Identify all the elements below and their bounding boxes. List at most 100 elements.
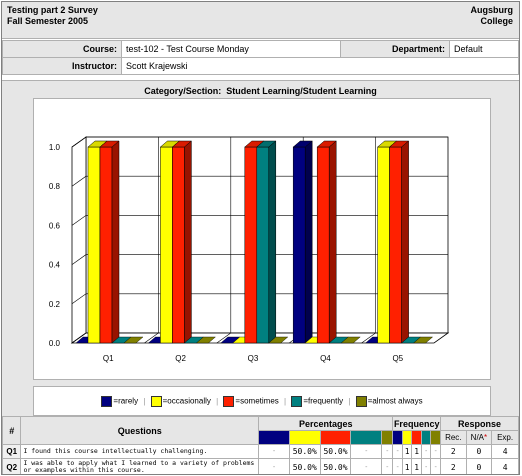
freq-color-almost-always — [430, 430, 441, 445]
category-sep: / — [183, 86, 186, 96]
semester: Fall Semester 2005 — [7, 16, 89, 26]
question-number: Q1 — [2, 444, 22, 459]
table-row: Q1 I found this course intellectually ch… — [2, 444, 519, 459]
pct-cell: 50.0% — [319, 458, 352, 474]
resp-na: 0 — [465, 444, 493, 459]
col-response: Response — [440, 416, 519, 431]
y-tick-label: 0.4 — [49, 261, 61, 270]
col-percentages: Percentages — [258, 416, 394, 431]
legend-sep: | — [143, 396, 146, 406]
x-tick-label: Q5 — [392, 354, 403, 363]
resp-rec: 2 — [440, 444, 467, 459]
category-label: Category — [144, 86, 184, 96]
bar — [377, 146, 390, 344]
legend-box: =rarely | =occasionally | =sometimes | =… — [33, 386, 491, 416]
freq-cell: 1 — [411, 458, 422, 474]
freq-cell: 1 — [411, 444, 422, 459]
y-tick-label: 0.6 — [49, 221, 61, 230]
category-value: Student Learning — [226, 86, 301, 96]
legend-label-almost-always: =almost always — [367, 396, 423, 406]
legend-sep: | — [348, 396, 351, 406]
legend-label-occasionally: =occasionally — [162, 396, 211, 406]
pct-color-occasionally — [288, 430, 321, 445]
category-title: Category/Section: Student Learning/Stude… — [2, 86, 519, 96]
legend-swatch-rarely — [101, 396, 113, 407]
pct-cell: - — [381, 444, 394, 459]
bar — [292, 146, 306, 344]
category-divider — [144, 137, 159, 344]
freq-cell: - — [420, 444, 432, 459]
bar — [256, 146, 270, 344]
category-sep2: / — [300, 86, 303, 96]
y-tick-label: 0.8 — [49, 182, 61, 191]
resp-na-label: N/A — [470, 433, 485, 442]
instructor-label: Instructor: — [2, 57, 122, 75]
institution: Augsburg College — [471, 5, 514, 27]
bar-side — [328, 140, 337, 344]
section-label: Section: — [185, 86, 222, 96]
bar-chart: 0.0 0.2 0.4 0.6 0.8 1.0 Q1 Q2 Q3 Q4 Q5 — [49, 136, 450, 363]
table-header-row: # Questions Percentages Frequency Respon… — [2, 416, 519, 445]
table-subheader-row: Rec. N/A* Exp. — [3, 430, 519, 445]
chart-legend: =rarely | =occasionally | =sometimes | =… — [34, 396, 490, 407]
freq-color-rarely — [392, 430, 403, 445]
col-frequency: Frequency — [392, 416, 441, 431]
freq-cell: - — [430, 444, 441, 459]
pct-cell: - — [258, 444, 290, 459]
institution-line2: College — [480, 16, 513, 26]
freq-color-occasionally — [401, 430, 413, 445]
bar-zero — [268, 336, 289, 344]
bar — [389, 146, 402, 344]
question-number: Q2 — [2, 458, 22, 474]
y-tick-label: 0.2 — [49, 300, 61, 309]
bar-zero — [340, 336, 361, 344]
legend-label-frequently: =frequently — [303, 396, 344, 406]
bar-zero — [413, 336, 434, 344]
bar-side — [184, 140, 192, 344]
gridline — [71, 136, 448, 148]
legend-swatch-occasionally — [150, 396, 162, 407]
pct-cell: 50.0% — [288, 458, 321, 474]
freq-cell: 1 — [401, 444, 413, 459]
x-tick-label: Q3 — [248, 354, 259, 363]
question-text: I found this course intellectually chall… — [20, 444, 260, 459]
x-tick-label: Q1 — [103, 354, 114, 363]
bar-side — [111, 140, 120, 344]
course-value: test-102 - Test Course Monday — [121, 40, 341, 58]
legend-label-rarely: =rarely — [113, 396, 139, 406]
bar — [160, 146, 173, 344]
resp-exp: 4 — [491, 444, 519, 459]
category-divider — [216, 137, 232, 344]
bar-side — [268, 140, 277, 344]
col-questions: Questions — [20, 416, 260, 445]
course-label: Course: — [2, 40, 122, 58]
resp-exp: 4 — [491, 458, 519, 474]
bar — [316, 146, 330, 344]
chart-box: 0.0 0.2 0.4 0.6 0.8 1.0 Q1 Q2 Q3 Q4 Q5 — [33, 98, 491, 380]
pct-color-sometimes — [319, 430, 352, 445]
resp-na-header: N/A* — [465, 430, 493, 445]
legend-swatch-sometimes — [223, 396, 235, 407]
bar — [172, 146, 185, 344]
course-row: Course: test-102 - Test Course Monday De… — [2, 40, 519, 58]
freq-cell: - — [430, 458, 441, 474]
department-label: Department: — [340, 40, 450, 58]
question-text: I was able to apply what I learned to a … — [20, 458, 260, 474]
table-row: Q2 I was able to apply what I learned to… — [2, 458, 519, 474]
section-value: Student Learning — [302, 86, 377, 96]
legend-swatch-frequently — [291, 396, 303, 407]
category-divider — [361, 137, 376, 344]
freq-cell: - — [392, 444, 403, 459]
pct-color-rarely — [258, 430, 290, 445]
course-info-table: Course: test-102 - Test Course Monday De… — [2, 40, 519, 75]
resp-rec: 2 — [440, 458, 467, 474]
pct-cell: - — [258, 458, 290, 474]
bar-zero — [123, 336, 144, 344]
legend-sep: | — [284, 396, 287, 406]
pct-color-almost-always — [381, 430, 394, 445]
department-value: Default — [449, 40, 519, 58]
x-tick-label: Q2 — [175, 354, 186, 363]
x-tick-label: Q4 — [320, 354, 331, 363]
survey-name: Testing part 2 Survey — [7, 5, 98, 15]
